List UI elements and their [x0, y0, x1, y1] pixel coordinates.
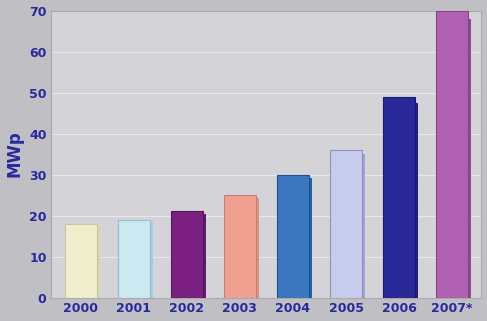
Bar	[333, 154, 365, 298]
Bar	[436, 11, 468, 298]
Bar	[118, 220, 150, 298]
Bar	[386, 103, 418, 298]
Bar	[330, 150, 362, 298]
Bar	[68, 226, 100, 298]
Y-axis label: MWp: MWp	[5, 131, 23, 178]
Bar	[280, 178, 312, 298]
Bar	[383, 97, 415, 298]
Bar	[224, 195, 256, 298]
Bar	[277, 175, 309, 298]
Bar	[121, 222, 153, 298]
Bar	[174, 214, 206, 298]
Bar	[439, 19, 471, 298]
Bar	[171, 212, 203, 298]
Bar	[227, 198, 259, 298]
Bar	[65, 224, 96, 298]
